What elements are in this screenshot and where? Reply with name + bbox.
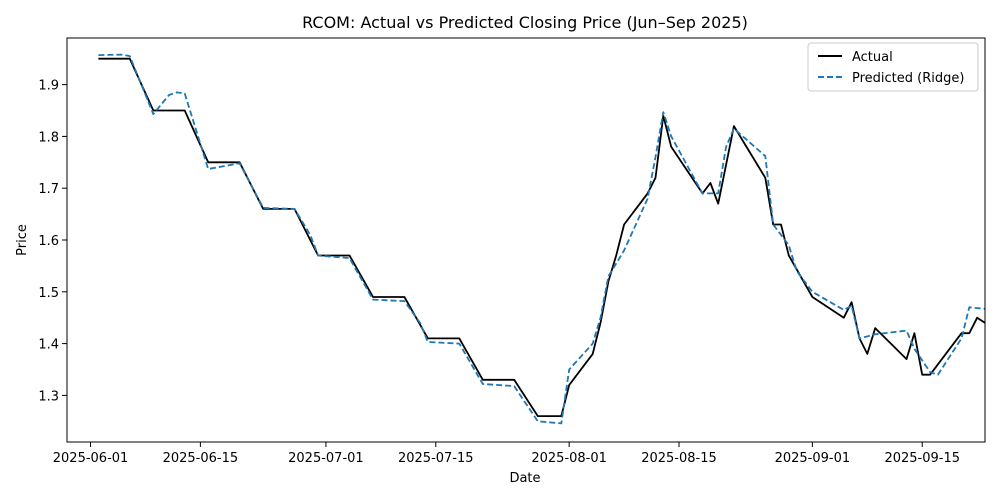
x-tick-label: 2025-07-15 (398, 451, 474, 466)
legend: Actual Predicted (Ridge) (807, 42, 979, 92)
series-line-predicted (98, 53, 986, 425)
x-tick-label: 2025-08-01 (531, 451, 607, 466)
axes-frame (66, 37, 986, 443)
x-tick-label: 2025-07-01 (288, 451, 364, 466)
x-tick-label: 2025-08-15 (641, 451, 717, 466)
legend-label-predicted: Predicted (Ridge) (852, 71, 964, 86)
legend-label-actual: Actual (852, 50, 893, 65)
y-axis: 1.3 1.4 1.5 1.6 1.7 1.8 1.9 (38, 79, 67, 404)
y-axis-label: Price (15, 224, 30, 256)
x-tick-label: 2025-06-15 (163, 451, 239, 466)
y-tick-label: 1.3 (38, 389, 59, 404)
x-tick-label: 2025-06-01 (53, 451, 129, 466)
y-tick-label: 1.6 (38, 234, 59, 249)
x-tick-label: 2025-09-01 (775, 451, 851, 466)
x-axis-label: Date (509, 471, 540, 486)
legend-box (807, 42, 979, 92)
y-tick-label: 1.9 (38, 79, 59, 94)
y-tick-label: 1.7 (38, 182, 59, 197)
chart-title: RCOM: Actual vs Predicted Closing Price … (302, 13, 748, 32)
y-tick-label: 1.5 (38, 286, 59, 301)
y-tick-label: 1.4 (38, 338, 59, 353)
x-axis: 2025-06-01 2025-06-15 2025-07-01 2025-07-15… (53, 442, 960, 466)
plot-area (98, 53, 986, 425)
y-tick-label: 1.8 (38, 130, 59, 145)
x-tick-label: 2025-09-15 (884, 451, 960, 466)
series-line-actual (98, 57, 986, 417)
